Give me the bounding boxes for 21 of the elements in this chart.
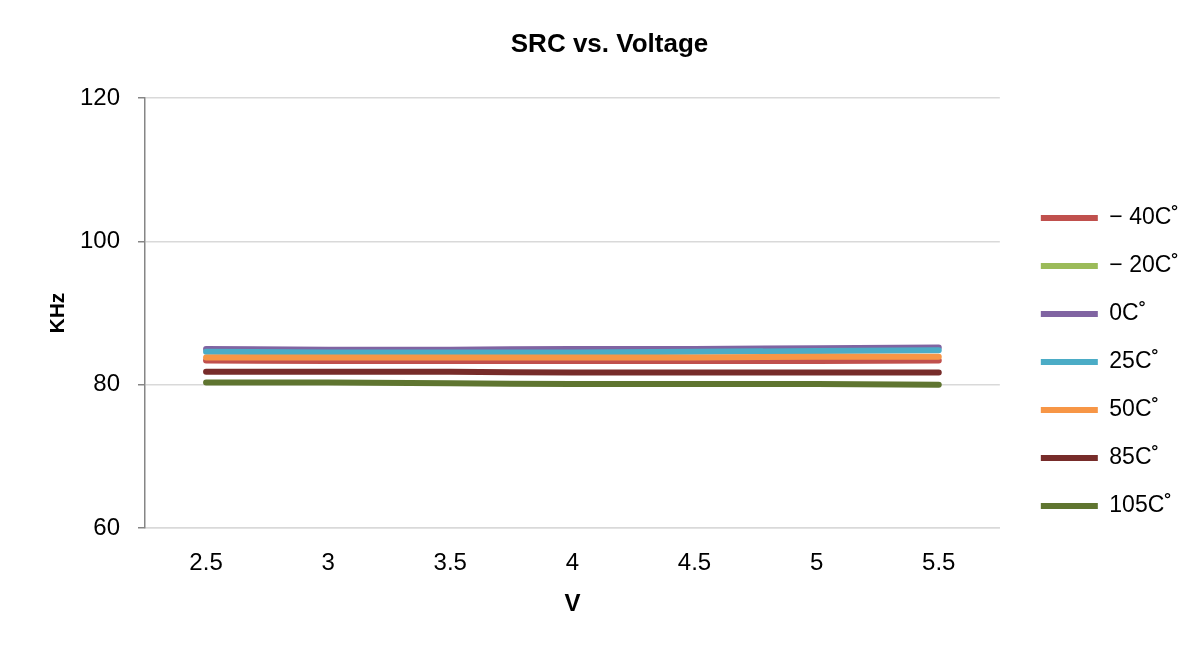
- legend-label: 0C˚: [1109, 299, 1147, 326]
- y-axis-title: KHz: [45, 292, 69, 334]
- legend-label: 105C˚: [1109, 491, 1172, 518]
- x-tick-label: 4.5: [677, 548, 712, 576]
- x-tick-label: 3.5: [433, 548, 467, 576]
- x-tick-label: 5: [809, 548, 824, 576]
- x-tick-label: 2.5: [189, 548, 223, 576]
- y-tick-label: 100: [79, 226, 120, 254]
- x-tick-label: 3: [321, 548, 335, 576]
- legend-label: − 20C˚: [1109, 251, 1180, 278]
- legend-label: 50C˚: [1109, 395, 1160, 422]
- legend-label: − 40C˚: [1109, 203, 1180, 230]
- x-axis-title: V: [564, 589, 581, 617]
- y-tick-label: 60: [93, 512, 120, 540]
- y-tick-label: 80: [93, 369, 120, 397]
- x-tick-label: 4: [565, 548, 580, 576]
- legend-label: 25C˚: [1109, 347, 1160, 374]
- x-tick-label: 5.5: [922, 548, 956, 576]
- chart-title: SRC vs. Voltage: [510, 27, 709, 58]
- legend-label: 85C˚: [1109, 443, 1160, 470]
- y-tick-label: 120: [79, 82, 120, 110]
